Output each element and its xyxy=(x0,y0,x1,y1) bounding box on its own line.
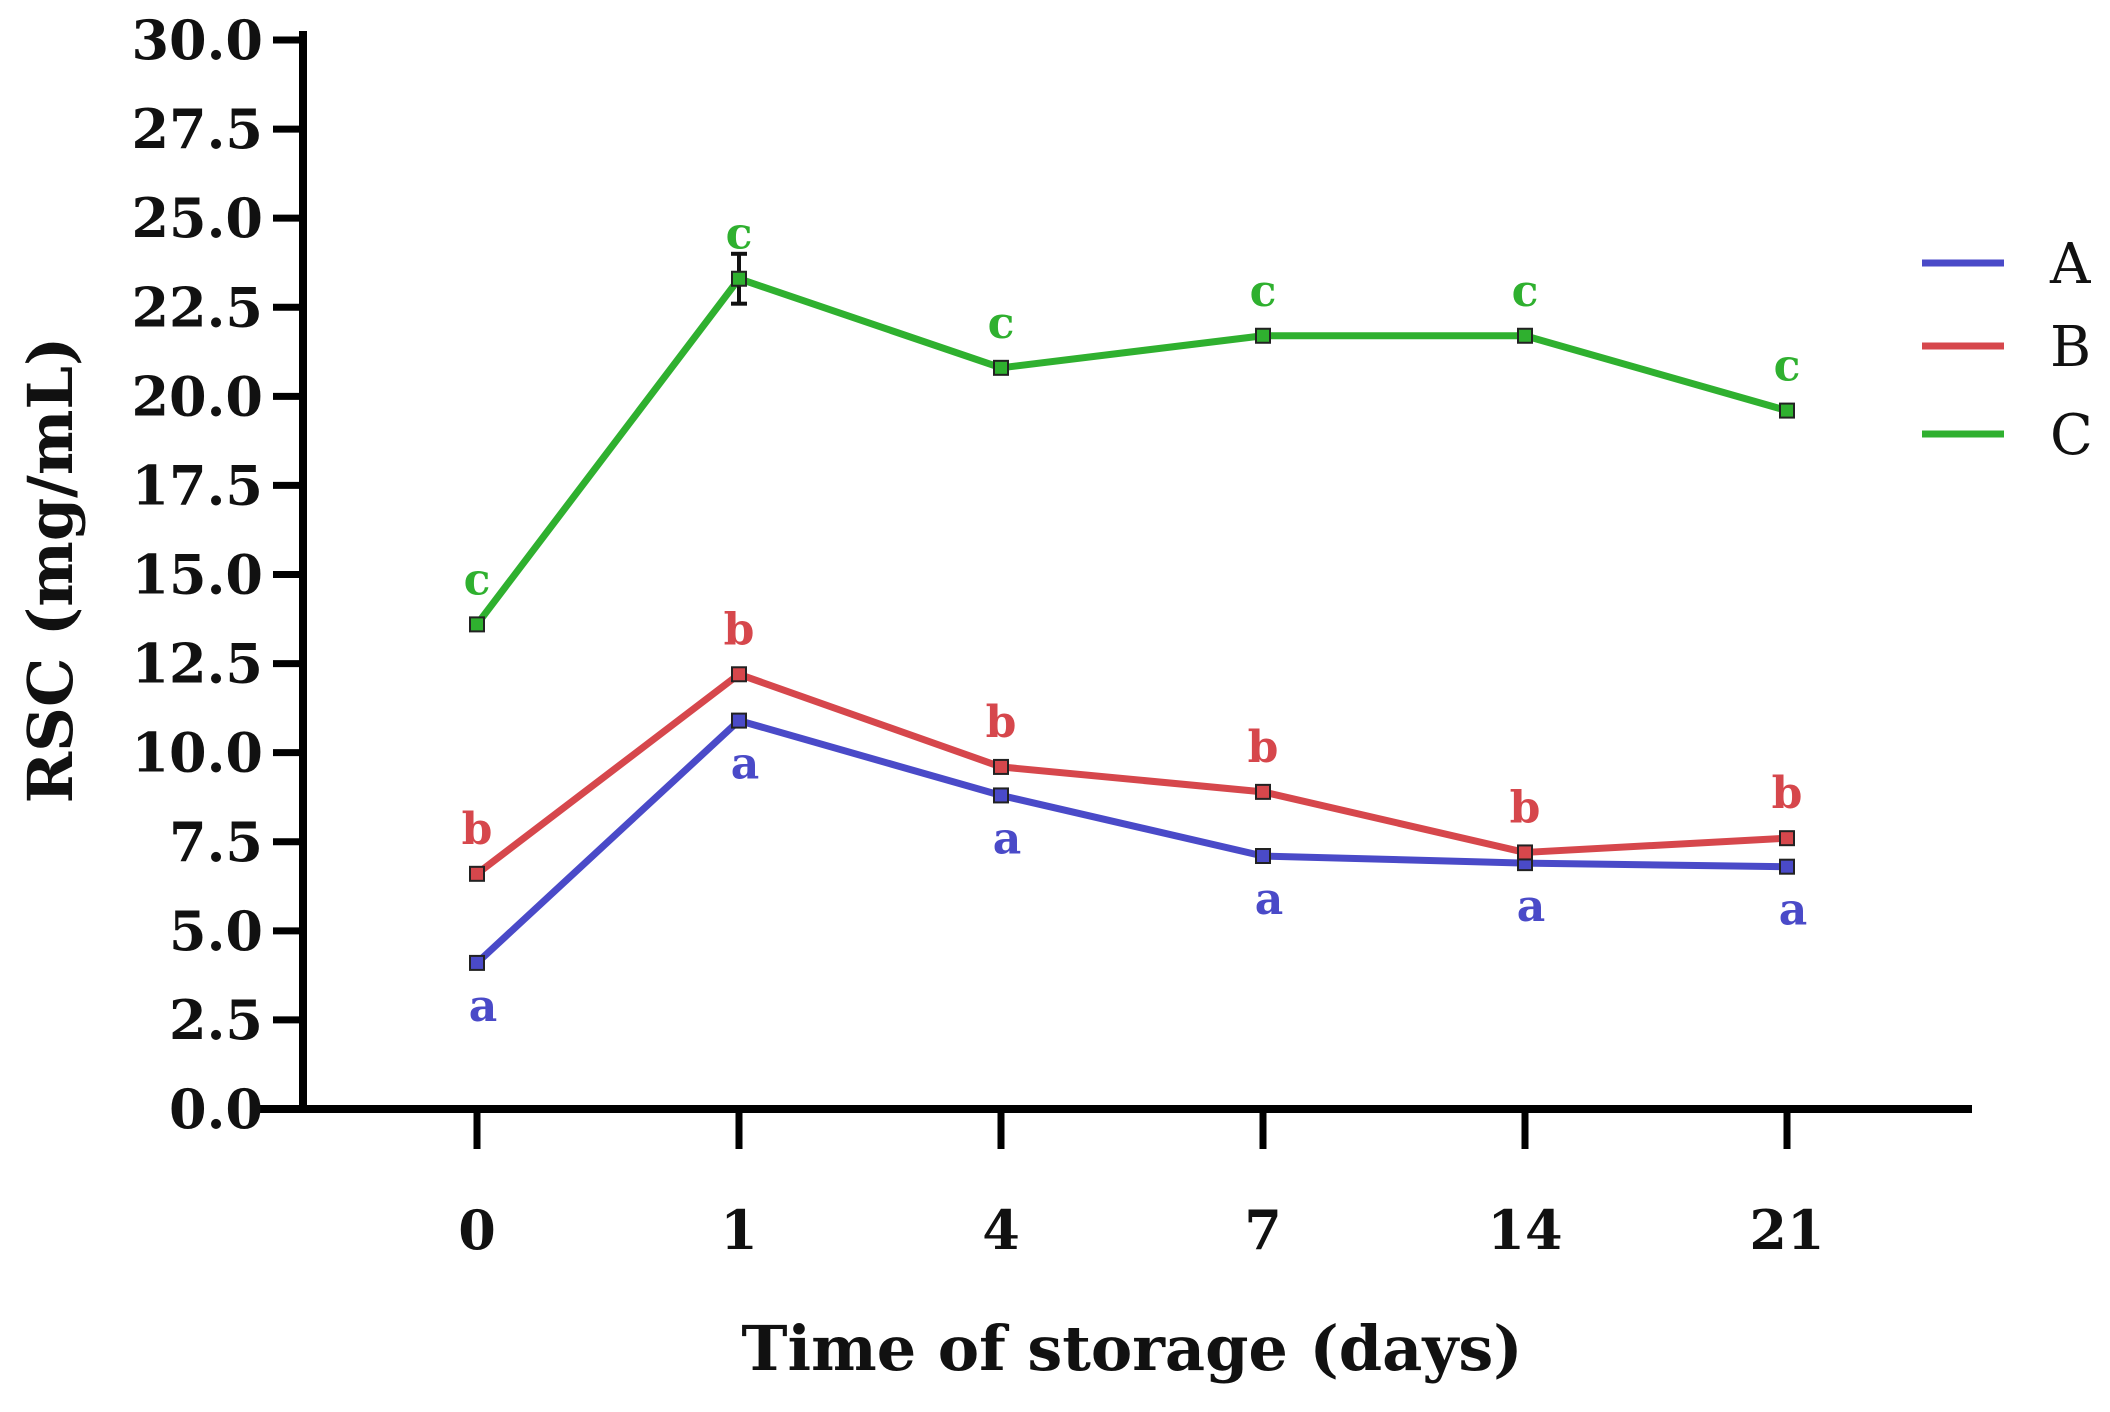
x-tick-label: 0 xyxy=(458,1198,496,1262)
y-tick-label: 7.5 xyxy=(169,810,263,874)
legend: ABC xyxy=(1922,232,2093,468)
significance-label: b xyxy=(1772,768,1803,819)
significance-label: a xyxy=(731,739,760,790)
y-tick-label: 5.0 xyxy=(169,899,263,963)
y-tick-label: 27.5 xyxy=(131,97,263,161)
x-tick-label: 1 xyxy=(720,1198,758,1262)
y-axis-ticks: 0.0 2.5 5.0 7.5 10.0 12.5 15.0 17.5 20.0 22.5 25.0… xyxy=(131,8,303,1141)
legend-label-C: C xyxy=(2050,403,2093,468)
y-tick-label: 12.5 xyxy=(131,632,263,696)
y-axis-title: RSC (mg/mL) xyxy=(14,337,87,804)
series-line-A xyxy=(474,717,1788,966)
x-tick-label: 21 xyxy=(1749,1198,1824,1262)
series-line-B xyxy=(474,670,1788,877)
significance-label: b xyxy=(724,604,755,655)
series-B: b b b b b b xyxy=(462,604,1803,882)
y-tick-label: 25.0 xyxy=(131,186,263,250)
y-tick-label: 20.0 xyxy=(131,364,263,428)
data-point-B xyxy=(1517,844,1533,861)
x-axis-title: Time of storage (days) xyxy=(741,1312,1522,1385)
data-point-B xyxy=(993,758,1009,775)
significance-label: a xyxy=(1517,881,1546,932)
y-tick-label: 2.5 xyxy=(169,988,263,1052)
data-point-A xyxy=(993,787,1009,804)
data-point-A xyxy=(1255,848,1271,865)
data-point-B xyxy=(731,666,747,683)
significance-label: a xyxy=(993,813,1022,864)
significance-label: a xyxy=(1255,874,1284,925)
series-A: a a a a a a xyxy=(469,712,1808,1032)
series-line-C xyxy=(474,275,1788,627)
legend-label-B: B xyxy=(2050,315,2091,380)
y-tick-label: 30.0 xyxy=(131,8,263,72)
data-point-C xyxy=(1517,327,1533,344)
data-point-A xyxy=(1779,858,1795,875)
significance-label: c xyxy=(726,209,753,260)
x-tick-label: 14 xyxy=(1487,1198,1562,1262)
significance-label: b xyxy=(1248,722,1279,773)
significance-label: c xyxy=(1774,341,1801,392)
data-point-B xyxy=(469,865,485,882)
data-point-A xyxy=(731,712,747,729)
x-tick-label: 4 xyxy=(982,1198,1020,1262)
y-tick-label: 22.5 xyxy=(131,275,263,339)
significance-label: c xyxy=(988,298,1015,349)
data-point-C xyxy=(1779,402,1795,419)
y-tick-label: 10.0 xyxy=(131,721,263,785)
y-tick-label: 15.0 xyxy=(131,543,263,607)
significance-label: c xyxy=(464,554,491,605)
y-tick-label: 17.5 xyxy=(131,453,263,517)
legend-label-A: A xyxy=(2049,232,2091,297)
data-point-C xyxy=(1255,327,1271,344)
significance-label: c xyxy=(1512,266,1539,317)
series-C: c c c c c c xyxy=(464,209,1801,633)
significance-label: b xyxy=(1510,782,1541,833)
data-point-C xyxy=(731,270,747,287)
y-tick-label: 0.0 xyxy=(169,1077,263,1141)
significance-label: c xyxy=(1250,266,1277,317)
data-point-B xyxy=(1779,830,1795,847)
significance-label: b xyxy=(986,697,1017,748)
x-tick-label: 7 xyxy=(1244,1198,1282,1262)
data-point-C xyxy=(469,616,485,633)
data-point-C xyxy=(993,359,1009,376)
significance-label: a xyxy=(1779,885,1808,936)
significance-label: a xyxy=(469,981,498,1032)
significance-label: b xyxy=(462,804,493,855)
data-point-B xyxy=(1255,783,1271,800)
x-axis-ticks: 0 1 4 7 14 21 xyxy=(458,1109,1825,1262)
data-point-A xyxy=(469,954,485,971)
